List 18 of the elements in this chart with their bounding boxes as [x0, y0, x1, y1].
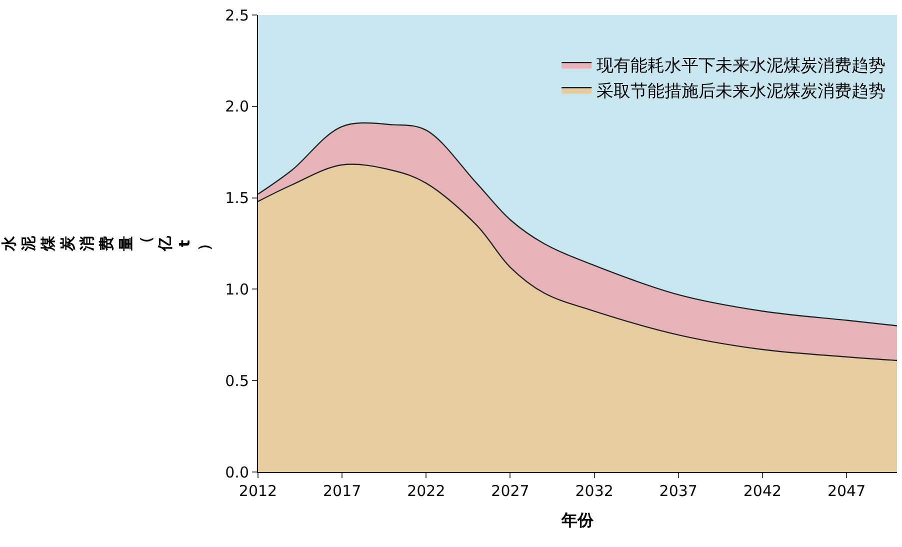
y-tick-label: 0.5: [225, 372, 249, 390]
legend-label: 现有能耗水平下未来水泥煤炭消费趋势: [596, 56, 886, 76]
y-tick-label: 0.0: [225, 463, 249, 482]
x-tick-label: 2012: [238, 482, 278, 500]
x-tick-label: 2047: [827, 482, 866, 500]
y-tick-label: 2.5: [225, 6, 249, 24]
x-tick-label: 2042: [743, 482, 782, 500]
y-tick-label: 1.0: [225, 280, 249, 298]
x-tick-label: 2032: [575, 482, 614, 500]
x-tick-label: 2037: [659, 482, 698, 500]
legend-label: 采取节能措施后未来水泥煤炭消费趋势: [596, 81, 886, 102]
y-tick-label: 1.5: [225, 189, 249, 208]
x-tick-label: 2027: [491, 482, 530, 500]
x-tick-label: 2017: [322, 482, 362, 500]
y-tick-label: 2.0: [225, 98, 249, 116]
text: 水泥煤炭消费量（亿t）: [0, 236, 213, 251]
x-axis-title: 年份: [560, 510, 594, 530]
x-tick-label: 2022: [407, 482, 446, 500]
